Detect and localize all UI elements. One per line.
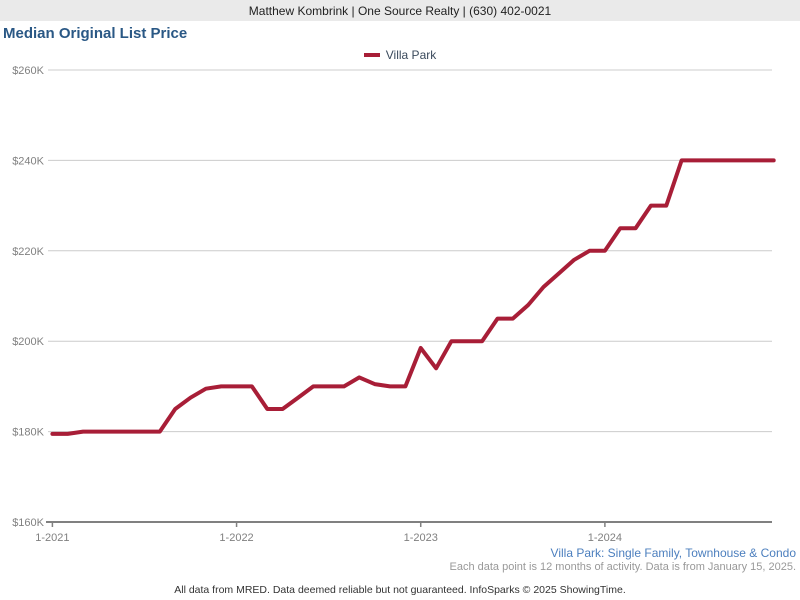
- chart-subtitle: Villa Park: Single Family, Townhouse & C…: [550, 546, 796, 560]
- data-note: Each data point is 12 months of activity…: [449, 561, 796, 573]
- y-tick-label: $180K: [12, 427, 44, 439]
- page-title: Median Original List Price: [3, 25, 188, 42]
- disclaimer-text: All data from MRED. Data deemed reliable…: [174, 584, 626, 596]
- header-bar: Matthew Kombrink | One Source Realty | (…: [0, 0, 800, 21]
- agent-info-text: Matthew Kombrink | One Source Realty | (…: [248, 3, 552, 18]
- y-tick-label: $260K: [12, 65, 44, 77]
- y-tick-label: $200K: [12, 336, 44, 348]
- y-tick-label: $160K: [12, 517, 44, 529]
- x-tick-label: 1-2021: [35, 532, 69, 544]
- y-tick-label: $220K: [12, 246, 44, 258]
- x-tick-label: 1-2023: [404, 532, 438, 544]
- x-tick-label: 1-2022: [219, 532, 253, 544]
- y-tick-label: $240K: [12, 155, 44, 167]
- chart-legend: Villa Park: [0, 48, 800, 62]
- x-tick-label: 1-2024: [588, 532, 622, 544]
- legend-line-swatch: [363, 53, 380, 57]
- chart-canvas: $160K $180K $200K $220K $240K $260K 1-2021 1-20…: [12, 65, 776, 544]
- legend-series-label: Villa Park: [385, 48, 437, 62]
- median-price-line: [50, 158, 776, 436]
